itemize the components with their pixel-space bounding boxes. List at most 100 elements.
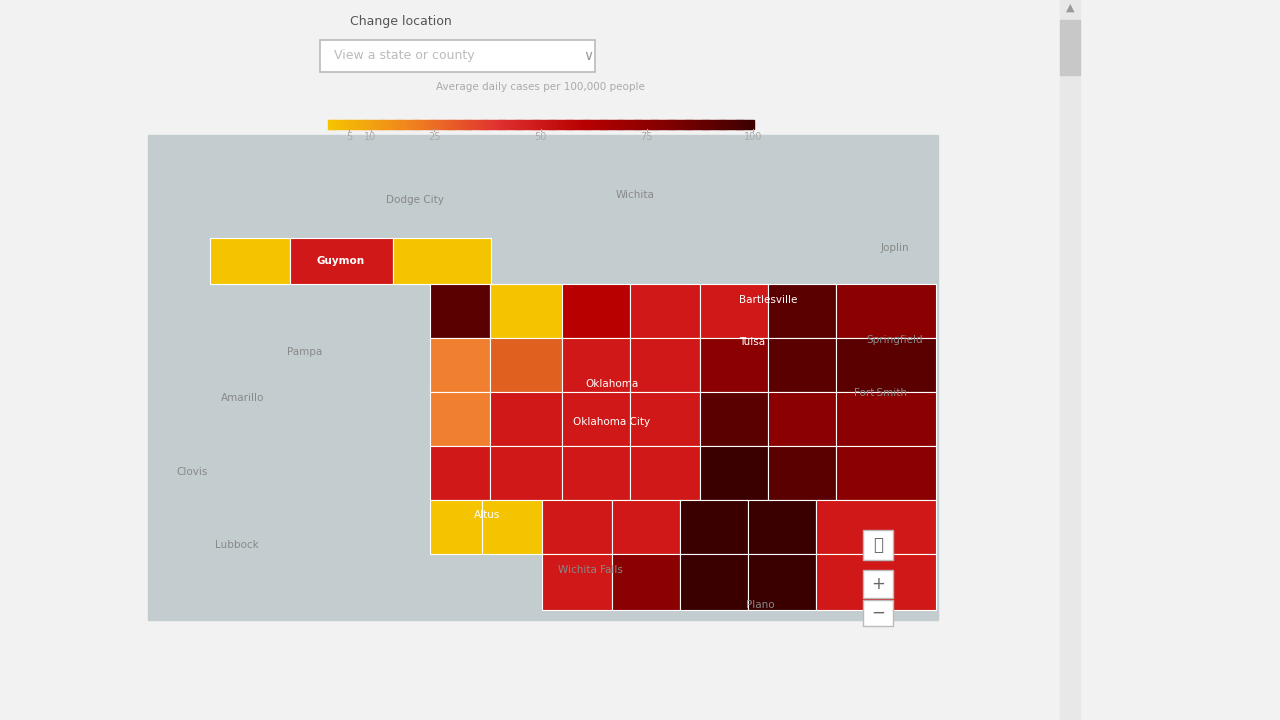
Bar [568, 120, 571, 129]
Bar [562, 284, 630, 338]
Bar [0, 0, 1060, 720]
Bar [488, 120, 490, 129]
Bar [694, 120, 696, 129]
Bar [541, 500, 612, 554]
Bar [659, 120, 662, 129]
Bar [608, 120, 611, 129]
Bar [553, 120, 556, 129]
Bar [671, 120, 673, 129]
Bar [639, 120, 641, 129]
Bar [520, 120, 522, 129]
Text: View a state or county: View a state or county [334, 50, 475, 63]
Text: Springfield: Springfield [867, 335, 923, 345]
Bar [685, 120, 687, 129]
Text: Tulsa: Tulsa [739, 337, 765, 347]
Bar [562, 120, 564, 129]
Bar [575, 120, 577, 129]
Bar [836, 392, 936, 446]
Bar [817, 500, 936, 554]
Bar [366, 120, 369, 129]
Bar [1060, 20, 1080, 75]
Bar [598, 120, 600, 129]
Bar [691, 120, 694, 129]
Bar [440, 120, 443, 129]
Bar [541, 554, 612, 610]
Bar [352, 120, 355, 129]
Bar [498, 120, 500, 129]
Bar [330, 120, 333, 129]
Bar [585, 120, 588, 129]
Text: Oklahoma: Oklahoma [585, 379, 639, 389]
Bar [836, 446, 936, 500]
Bar [430, 500, 483, 554]
Bar [504, 120, 507, 129]
Bar [717, 120, 719, 129]
Bar [404, 120, 407, 129]
Bar [582, 120, 586, 129]
Text: Fort Smith: Fort Smith [854, 388, 906, 398]
Bar [530, 120, 532, 129]
Bar [719, 120, 722, 129]
Bar [698, 120, 700, 129]
Bar [513, 120, 516, 129]
Bar [672, 120, 675, 129]
Bar [449, 120, 452, 129]
Bar [611, 120, 613, 129]
Bar [462, 120, 465, 129]
Bar [748, 500, 817, 554]
Bar [646, 120, 649, 129]
Bar [453, 120, 456, 129]
Bar [591, 120, 594, 129]
Bar [817, 554, 936, 610]
Bar [495, 120, 498, 129]
Bar [527, 120, 530, 129]
Bar [730, 120, 732, 129]
Bar [339, 120, 342, 129]
Bar [545, 120, 548, 129]
Bar [863, 600, 893, 626]
Bar [408, 120, 411, 129]
Bar [490, 284, 562, 338]
Bar [356, 120, 358, 129]
Bar [392, 120, 394, 129]
Bar [415, 120, 417, 129]
Bar [524, 120, 526, 129]
Bar [379, 120, 381, 129]
Text: ⦿: ⦿ [873, 536, 883, 554]
Bar [394, 120, 397, 129]
Bar [768, 446, 836, 500]
Bar [579, 120, 581, 129]
Bar [736, 120, 739, 129]
Bar [680, 554, 748, 610]
Bar [388, 120, 390, 129]
Text: Altus: Altus [474, 510, 500, 520]
Bar [470, 120, 474, 129]
Bar [458, 120, 461, 129]
Bar [562, 446, 630, 500]
Bar [383, 120, 385, 129]
Bar [447, 120, 449, 129]
Bar [439, 120, 442, 129]
Bar [589, 120, 591, 129]
Bar [433, 120, 435, 129]
Bar [369, 120, 371, 129]
Bar [746, 120, 749, 129]
Bar [664, 120, 667, 129]
Bar [328, 120, 330, 129]
Bar [466, 120, 468, 129]
Bar [340, 120, 343, 129]
Text: Change location: Change location [349, 16, 452, 29]
Bar [595, 120, 598, 129]
Bar [494, 120, 497, 129]
Bar [468, 120, 471, 129]
Bar [662, 120, 664, 129]
Bar [511, 120, 513, 129]
Text: ▲: ▲ [1066, 3, 1074, 13]
Bar [700, 284, 768, 338]
Bar [413, 120, 416, 129]
Bar [751, 120, 754, 129]
Bar [727, 120, 730, 129]
Bar [381, 120, 384, 129]
Bar [526, 120, 529, 129]
Bar [411, 120, 413, 129]
